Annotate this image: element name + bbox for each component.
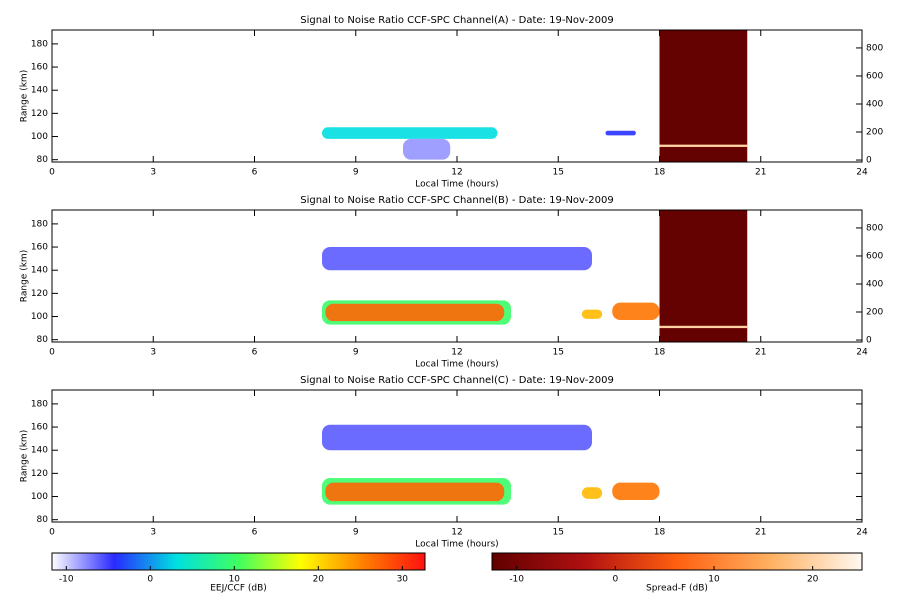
- colorbar: [51, 552, 426, 571]
- colorbar-label: EEJ/CCF (dB): [210, 584, 267, 594]
- colorbar-label: Spread-F (dB): [646, 584, 708, 594]
- echo: [612, 482, 660, 500]
- x-tick-label: 0: [49, 348, 55, 358]
- x-tick-label: 24: [856, 168, 868, 178]
- x-tick-label: 9: [353, 348, 359, 358]
- y2-tick-label: 600: [866, 251, 883, 261]
- y2-tick-label: 400: [866, 279, 883, 289]
- x-tick-label: 21: [755, 348, 766, 358]
- echo: [581, 487, 603, 499]
- echo: [325, 303, 505, 322]
- echo: [322, 127, 498, 139]
- spread-f: [659, 30, 748, 162]
- y-tick-label: 80: [37, 155, 49, 165]
- x-tick-label: 6: [252, 168, 258, 178]
- x-tick-label: 6: [252, 528, 258, 538]
- y-tick-label: 160: [31, 243, 48, 253]
- panel-title: Signal to Noise Ratio CCF-SPC Channel(C)…: [300, 375, 614, 386]
- x-tick-label: 21: [755, 168, 766, 178]
- x-tick-label: 18: [654, 168, 666, 178]
- x-tick-label: 15: [553, 168, 564, 178]
- y-tick-label: 180: [31, 39, 48, 49]
- y-tick-label: 160: [31, 423, 48, 433]
- y2-tick-label: 0: [866, 336, 872, 346]
- panel-title: Signal to Noise Ratio CCF-SPC Channel(A)…: [300, 15, 614, 26]
- y2-tick-label: 800: [866, 223, 883, 233]
- echo-layer: [322, 210, 748, 342]
- y2-tick-label: 200: [866, 308, 883, 318]
- y2-tick-label: 400: [866, 99, 883, 109]
- x-tick-label: 12: [451, 348, 462, 358]
- x-tick-label: 3: [150, 528, 156, 538]
- y2-tick-label: 200: [866, 128, 883, 138]
- panel-title: Signal to Noise Ratio CCF-SPC Channel(B)…: [300, 195, 614, 206]
- x-axis-label: Local Time (hours): [415, 180, 498, 190]
- y-axis-label: Range (km): [20, 70, 30, 122]
- y-tick-label: 140: [31, 86, 48, 96]
- x-axis-label: Local Time (hours): [415, 360, 498, 370]
- colorbar-tick-label: -10: [509, 575, 524, 585]
- x-tick-label: 6: [252, 348, 258, 358]
- x-tick-label: 12: [451, 168, 462, 178]
- colorbar-tick-label: 0: [147, 575, 153, 585]
- y-tick-label: 100: [31, 312, 48, 322]
- x-tick-label: 18: [654, 528, 666, 538]
- spread-f: [659, 144, 748, 147]
- colorbar-tick-label: 10: [229, 575, 241, 585]
- x-tick-label: 24: [856, 348, 868, 358]
- spread-f: [659, 325, 748, 329]
- x-tick-label: 9: [353, 528, 359, 538]
- colorbar-tick-label: 0: [612, 575, 618, 585]
- y-axis-label: Range (km): [20, 250, 30, 302]
- echo: [605, 130, 636, 136]
- echo: [612, 302, 660, 320]
- colorbar-tick-label: 20: [807, 575, 819, 585]
- x-tick-label: 0: [49, 168, 55, 178]
- x-tick-label: 9: [353, 168, 359, 178]
- x-tick-label: 3: [150, 168, 156, 178]
- echo-layer: [322, 424, 660, 505]
- echo: [403, 138, 451, 160]
- y-tick-label: 100: [31, 132, 48, 142]
- y-tick-label: 140: [31, 266, 48, 276]
- echo-layer: [322, 30, 748, 162]
- spread-f: [659, 210, 748, 342]
- y2-tick-label: 600: [866, 71, 883, 81]
- x-tick-label: 15: [553, 528, 564, 538]
- colorbar-tick-label: 10: [708, 575, 720, 585]
- y-tick-label: 120: [31, 109, 48, 119]
- y-tick-label: 120: [31, 469, 48, 479]
- colorbar-tick-label: -10: [59, 575, 74, 585]
- echo: [322, 247, 592, 271]
- x-axis-label: Local Time (hours): [415, 540, 498, 550]
- colorbar: [491, 552, 863, 571]
- y-tick-label: 80: [37, 335, 49, 345]
- y-tick-label: 80: [37, 515, 49, 525]
- y-tick-label: 180: [31, 399, 48, 409]
- echo: [322, 424, 592, 451]
- echo: [581, 309, 603, 319]
- y-axis-label: Range (km): [20, 430, 30, 482]
- y-tick-label: 180: [31, 219, 48, 229]
- x-tick-label: 15: [553, 348, 564, 358]
- y-tick-label: 120: [31, 289, 48, 299]
- x-tick-label: 12: [451, 528, 462, 538]
- y2-tick-label: 800: [866, 43, 883, 53]
- x-tick-label: 3: [150, 348, 156, 358]
- x-tick-label: 0: [49, 528, 55, 538]
- y-tick-label: 140: [31, 446, 48, 456]
- y2-tick-label: 0: [866, 156, 872, 166]
- colorbar-tick-label: 30: [397, 575, 409, 585]
- x-tick-label: 21: [755, 528, 766, 538]
- y-tick-label: 160: [31, 63, 48, 73]
- x-tick-label: 24: [856, 528, 868, 538]
- echo: [325, 482, 505, 502]
- colorbar-tick-label: 20: [313, 575, 325, 585]
- x-tick-label: 18: [654, 348, 666, 358]
- y-tick-label: 100: [31, 492, 48, 502]
